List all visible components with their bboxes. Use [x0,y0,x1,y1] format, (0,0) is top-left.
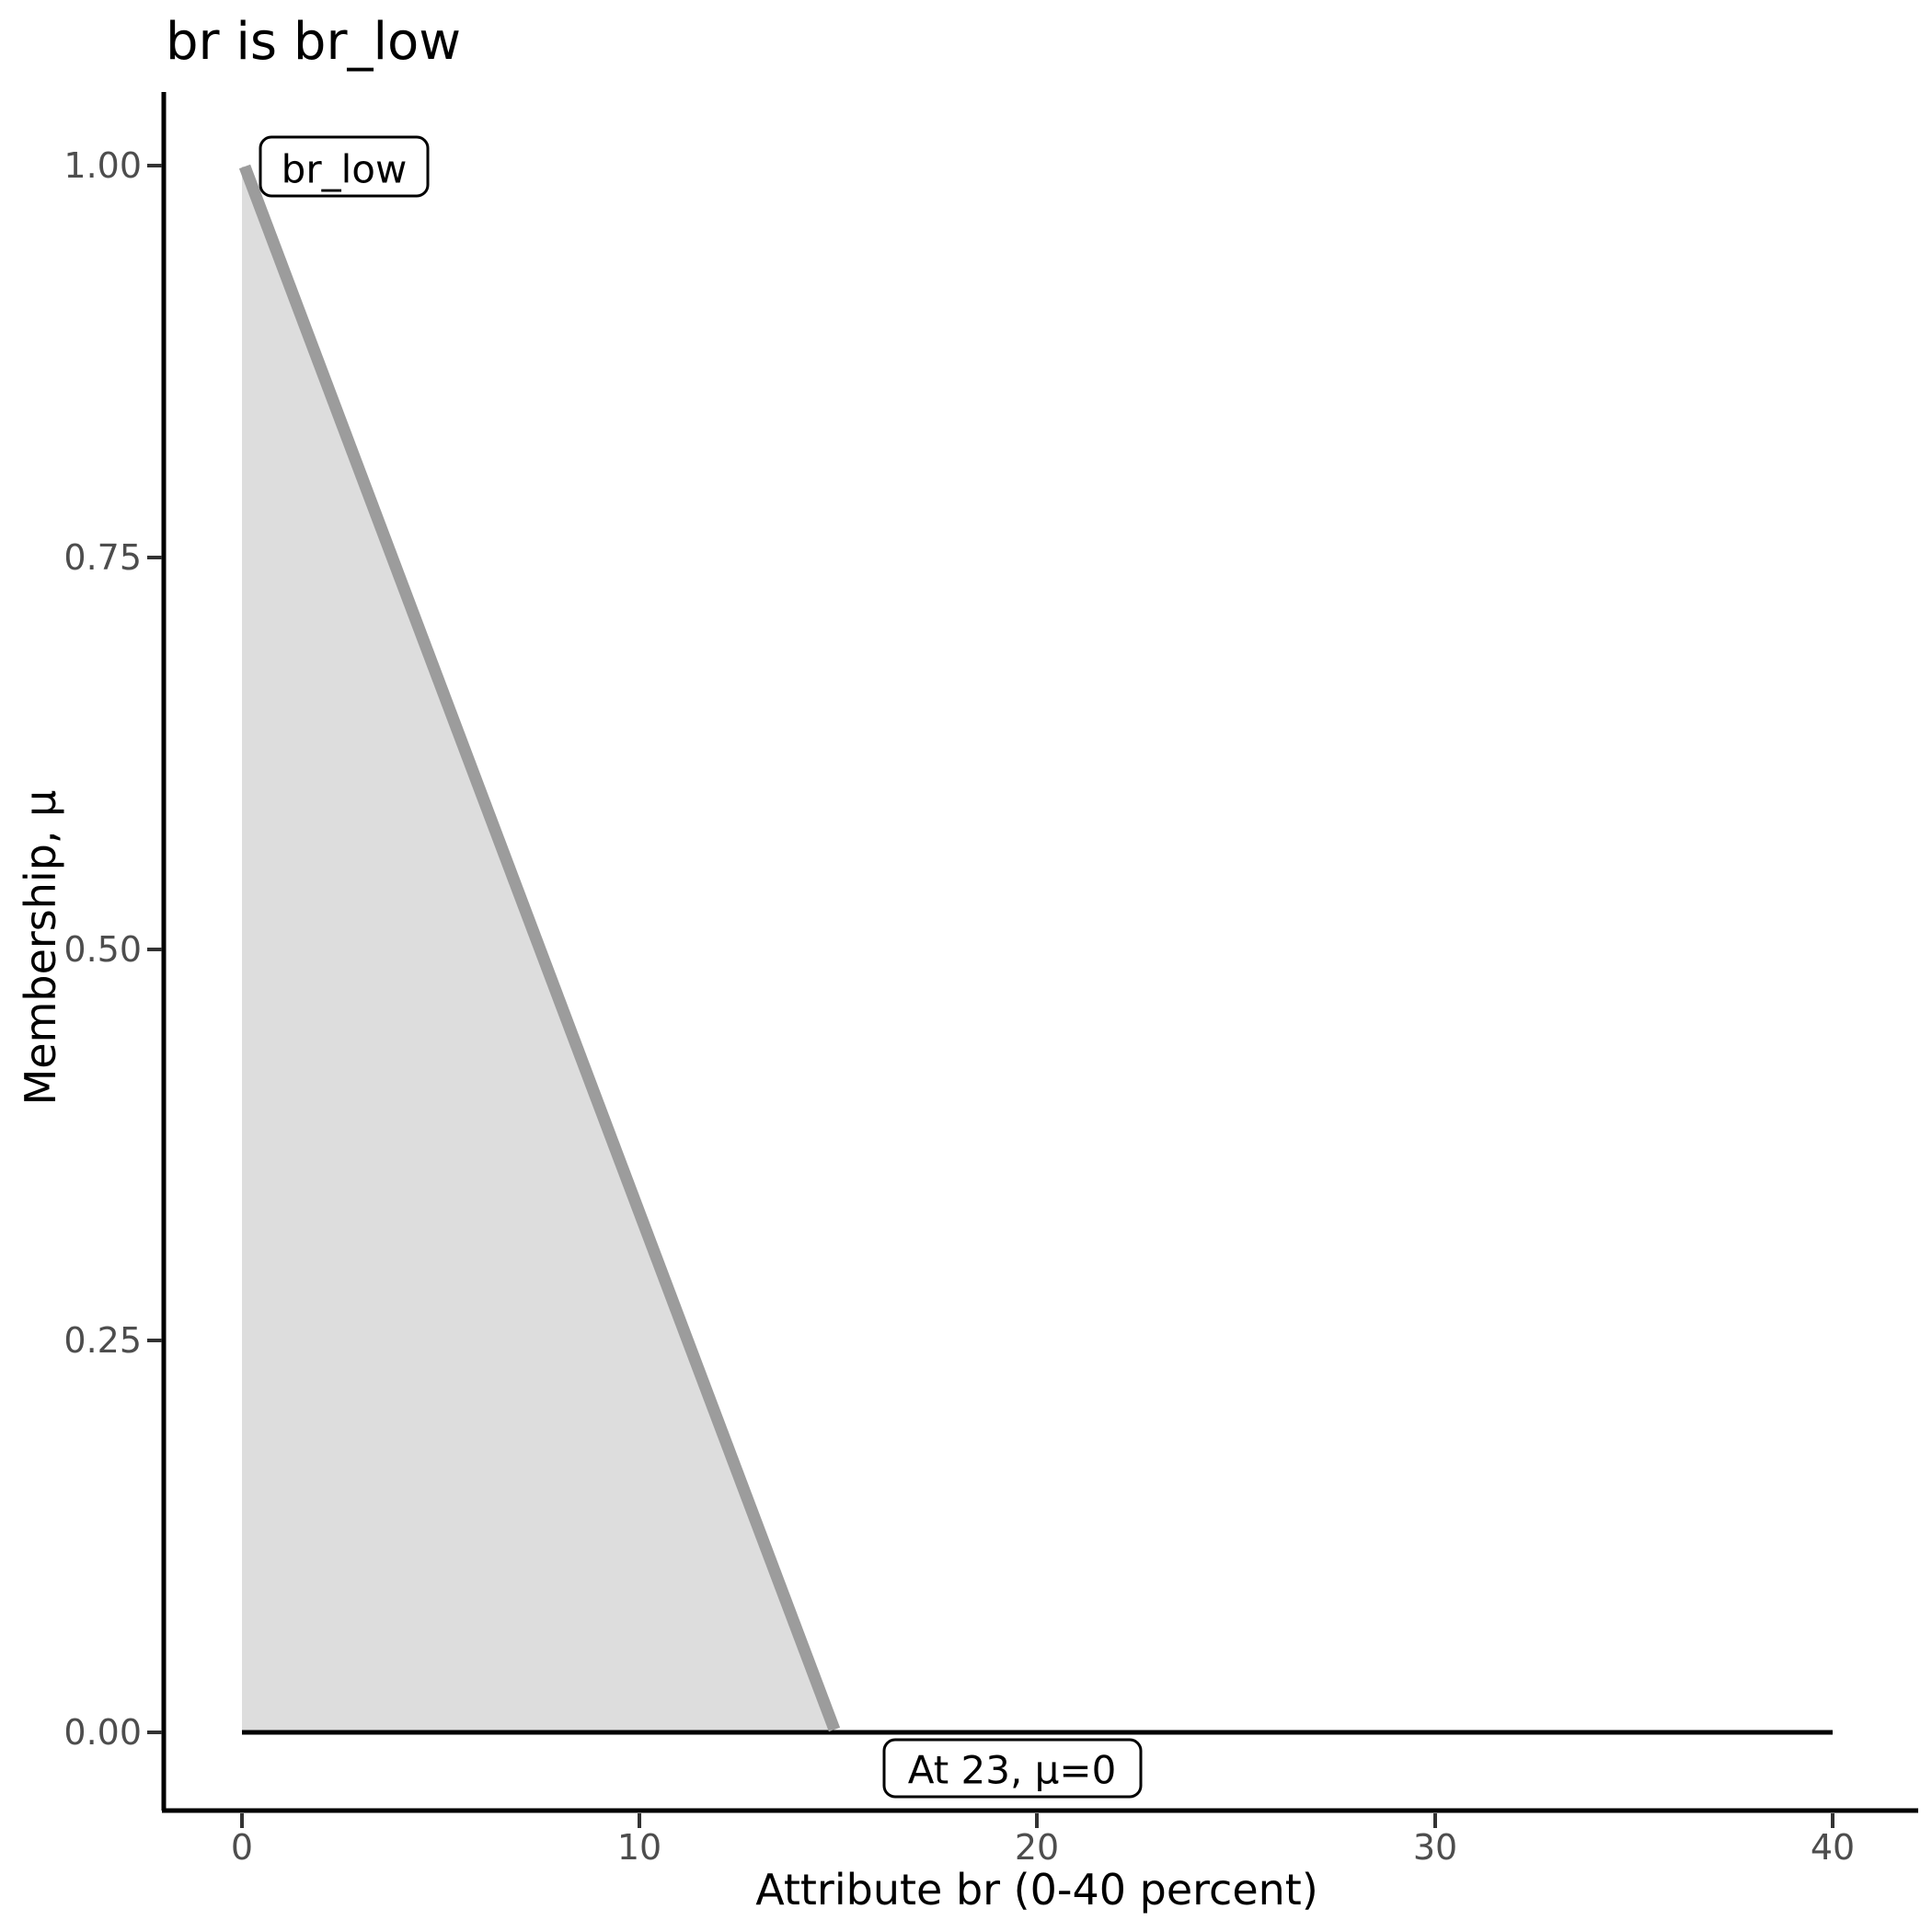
y-tick-label-0.75: 0.75 [63,537,142,578]
y-axis-title: Membership, μ [16,790,65,1106]
x-tick-label-0: 0 [231,1827,253,1868]
y-tick-label-1.00: 1.00 [63,145,142,186]
x-axis-title: Attribute br (0-40 percent) [755,1865,1318,1915]
annotation-br-low-box [259,135,430,198]
y-axis-ticks [147,164,162,1734]
x-tick-label-10: 10 [617,1827,661,1868]
annotation-br-low: br_low [259,135,430,198]
membership-line [238,164,841,1732]
annotation-at-23-box [882,1738,1143,1799]
x-tick-label-20: 20 [1015,1827,1059,1868]
y-tick-label-0.25: 0.25 [63,1320,142,1361]
y-tick-label-0.50: 0.50 [63,929,142,970]
annotation-at-23: At 23, μ=0 [882,1738,1143,1799]
x-tick-label-30: 30 [1413,1827,1457,1868]
x-tick-label-40: 40 [1811,1827,1855,1868]
x-axis-ticks [240,1813,1834,1828]
annotation-br-low-text: br_low [282,147,408,192]
y-tick-label-0.00: 0.00 [63,1712,142,1753]
chart-title: br is br_low [166,12,461,72]
annotation-at-23-text: At 23, μ=0 [908,1748,1117,1793]
